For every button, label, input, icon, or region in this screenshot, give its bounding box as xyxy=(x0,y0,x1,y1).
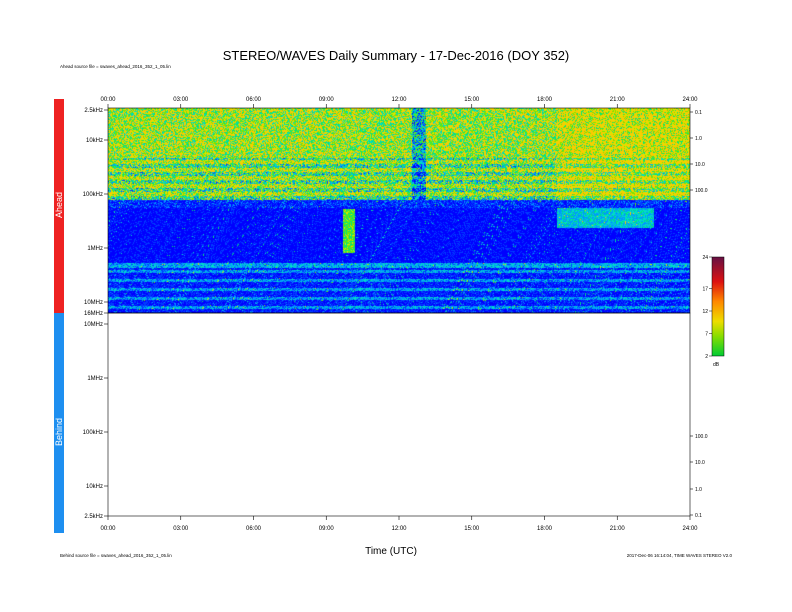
ahead-y-tick-label: 16MHz xyxy=(84,311,103,317)
x-tick-label-bottom: 15:00 xyxy=(464,526,480,532)
x-tick-label-bottom: 09:00 xyxy=(319,526,335,532)
behind-right-tick-label: 10.0 xyxy=(695,460,705,466)
behind-side-bar xyxy=(54,313,64,533)
behind-right-tick-label: 0.1 xyxy=(695,513,702,519)
ahead-panel-label: Ahead xyxy=(54,192,64,218)
footer-timestamp-text: 2017-Dec-06 16:14:04, TIME WAVES STEREO … xyxy=(627,553,733,558)
ahead-y-tick-label: 10MHz xyxy=(84,300,103,306)
ahead-source-file-text: Ahead source file = swaves_ahead_2016_35… xyxy=(60,64,171,69)
behind-panel-frame xyxy=(107,312,691,517)
chart-title: STEREO/WAVES Daily Summary - 17-Dec-2016… xyxy=(223,48,570,63)
colorbar-tick-label: 24 xyxy=(702,255,708,261)
x-tick-label-top: 15:00 xyxy=(464,97,480,103)
ahead-spectrogram-raster xyxy=(108,108,690,313)
x-tick-label-bottom: 12:00 xyxy=(391,526,407,532)
colorbar-unit: dB xyxy=(713,362,720,368)
colorbar-tick-label: 17 xyxy=(702,287,708,293)
colorbar-ticks: 24 17 12 7 2 xyxy=(702,255,712,360)
axis-ticks: 00:00 00:00 03:00 03:00 06:00 06:00 09:00 09:00… xyxy=(83,97,708,532)
x-tick-label-top: 09:00 xyxy=(319,97,335,103)
ahead-y-tick-label: 100kHz xyxy=(83,192,103,198)
ahead-right-tick-label: 10.0 xyxy=(695,162,705,168)
ahead-y-tick-label: 1MHz xyxy=(87,246,103,252)
behind-y-tick-label: 1MHz xyxy=(87,376,103,382)
x-tick-label-top: 03:00 xyxy=(173,97,189,103)
ahead-side-bar xyxy=(54,99,64,313)
x-tick-label-bottom: 24:00 xyxy=(682,526,698,532)
behind-y-tick-label: 10kHz xyxy=(86,484,103,490)
behind-y-tick-label: 100kHz xyxy=(83,430,103,436)
behind-right-tick-label: 1.0 xyxy=(695,487,702,493)
ahead-spectrogram xyxy=(108,108,690,313)
ahead-right-tick-label: 1.0 xyxy=(695,136,702,142)
x-axis-label: Time (UTC) xyxy=(365,546,417,557)
ahead-y-tick-label: 2.5kHz xyxy=(84,108,103,114)
x-tick-label-top: 06:00 xyxy=(246,97,262,103)
behind-source-file-text: Behind source file = swaves_ahead_2016_3… xyxy=(60,553,172,558)
colorbar-tick-label: 12 xyxy=(702,309,708,315)
x-tick-label-bottom: 06:00 xyxy=(246,526,262,532)
colorbar xyxy=(711,256,725,357)
behind-y-tick-label: 2.5kHz xyxy=(84,514,103,520)
behind-right-tick-label: 100.0 xyxy=(695,434,708,440)
behind-y-tick-label: 10MHz xyxy=(84,322,103,328)
x-tick-label-top: 18:00 xyxy=(537,97,553,103)
x-tick-label-bottom: 00:00 xyxy=(100,526,116,532)
x-tick-label-top: 12:00 xyxy=(391,97,407,103)
behind-panel-label: Behind xyxy=(54,418,64,446)
ahead-right-tick-label: 100.0 xyxy=(695,188,708,194)
colorbar-tick-label: 7 xyxy=(705,332,708,338)
x-tick-label-top: 00:00 xyxy=(100,97,116,103)
ahead-y-tick-label: 10kHz xyxy=(86,138,103,144)
x-tick-label-bottom: 03:00 xyxy=(173,526,189,532)
x-tick-label-bottom: 21:00 xyxy=(610,526,626,532)
colorbar-tick-label: 2 xyxy=(705,354,708,360)
x-tick-label-top: 21:00 xyxy=(610,97,626,103)
x-tick-label-bottom: 18:00 xyxy=(537,526,553,532)
x-tick-label-top: 24:00 xyxy=(682,97,698,103)
ahead-right-tick-label: 0.1 xyxy=(695,110,702,116)
